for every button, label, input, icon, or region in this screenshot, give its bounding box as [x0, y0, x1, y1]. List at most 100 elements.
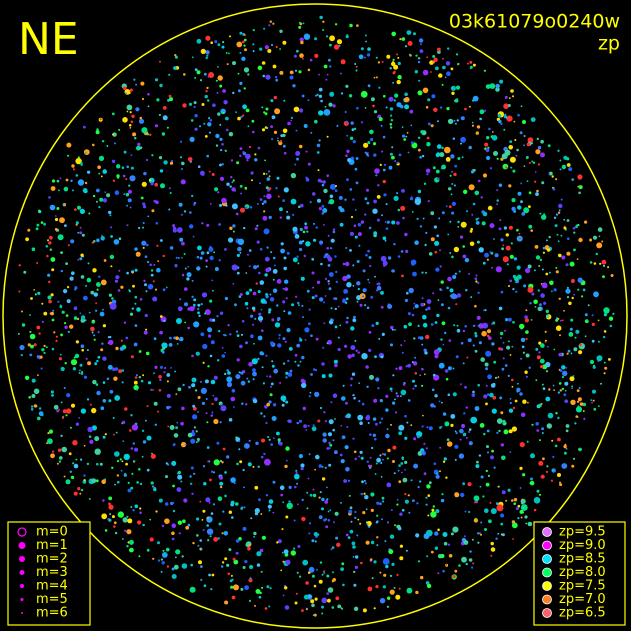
star — [421, 384, 424, 387]
star — [114, 367, 119, 371]
star — [231, 578, 234, 581]
star — [249, 288, 253, 292]
star — [402, 216, 405, 220]
star — [366, 523, 369, 526]
star — [261, 535, 266, 540]
star — [484, 142, 489, 147]
star — [159, 169, 164, 173]
star — [442, 532, 448, 537]
star — [511, 499, 514, 502]
star — [571, 385, 574, 388]
star — [520, 516, 523, 519]
star — [553, 389, 556, 391]
star — [35, 227, 39, 231]
star — [409, 109, 414, 114]
star — [43, 351, 46, 354]
star — [421, 154, 425, 158]
star — [502, 341, 505, 344]
star — [412, 361, 418, 366]
star — [251, 306, 256, 311]
star — [331, 319, 334, 322]
star — [478, 532, 482, 535]
star — [280, 248, 285, 254]
star — [187, 523, 191, 527]
star — [404, 92, 408, 97]
star — [582, 402, 587, 407]
star — [469, 230, 473, 233]
star — [396, 53, 398, 56]
star — [197, 303, 201, 307]
star — [101, 479, 106, 485]
star — [508, 97, 511, 99]
star — [193, 303, 196, 307]
star — [351, 541, 356, 546]
star — [232, 282, 235, 285]
star — [570, 352, 573, 355]
star — [318, 73, 320, 76]
star — [246, 307, 249, 310]
star — [210, 588, 213, 591]
star — [146, 243, 149, 247]
star — [545, 361, 551, 368]
star — [467, 482, 472, 487]
star — [393, 99, 396, 102]
star — [58, 357, 63, 361]
star — [574, 422, 577, 425]
star — [399, 544, 403, 548]
star — [282, 560, 285, 563]
star — [126, 224, 129, 227]
star — [101, 342, 104, 345]
star — [472, 202, 476, 206]
star — [522, 473, 526, 477]
star — [433, 462, 437, 466]
star — [394, 160, 397, 162]
star — [287, 121, 291, 126]
star — [206, 421, 209, 424]
star — [527, 401, 529, 404]
star — [513, 120, 516, 123]
star — [561, 255, 566, 260]
star — [516, 148, 519, 152]
star — [294, 234, 300, 239]
star — [313, 238, 317, 242]
star — [261, 128, 266, 132]
star — [205, 497, 211, 503]
star — [373, 76, 376, 79]
star — [612, 312, 615, 315]
star — [283, 549, 289, 555]
star — [583, 417, 586, 420]
star — [143, 205, 147, 209]
star — [425, 271, 427, 274]
star — [61, 446, 67, 453]
star — [244, 34, 246, 36]
star — [165, 502, 169, 506]
star — [562, 370, 568, 377]
star — [332, 393, 338, 399]
star — [192, 414, 198, 420]
star — [252, 43, 255, 46]
star — [252, 50, 255, 53]
star — [255, 589, 261, 594]
zp-label: zp=8.5 — [559, 552, 606, 567]
star — [84, 151, 87, 154]
star — [532, 161, 536, 164]
star — [181, 161, 185, 166]
star — [204, 135, 208, 138]
star — [143, 279, 146, 283]
star — [541, 268, 544, 271]
star — [311, 574, 315, 578]
star — [151, 154, 154, 157]
star — [460, 116, 465, 121]
star — [435, 509, 440, 514]
star — [166, 393, 171, 398]
star — [219, 84, 223, 88]
star — [394, 329, 396, 331]
star — [366, 53, 371, 57]
star — [291, 303, 295, 307]
star — [242, 104, 248, 110]
star — [450, 85, 456, 91]
star — [495, 87, 500, 92]
star — [522, 351, 526, 354]
star — [199, 125, 201, 128]
star — [62, 409, 67, 414]
